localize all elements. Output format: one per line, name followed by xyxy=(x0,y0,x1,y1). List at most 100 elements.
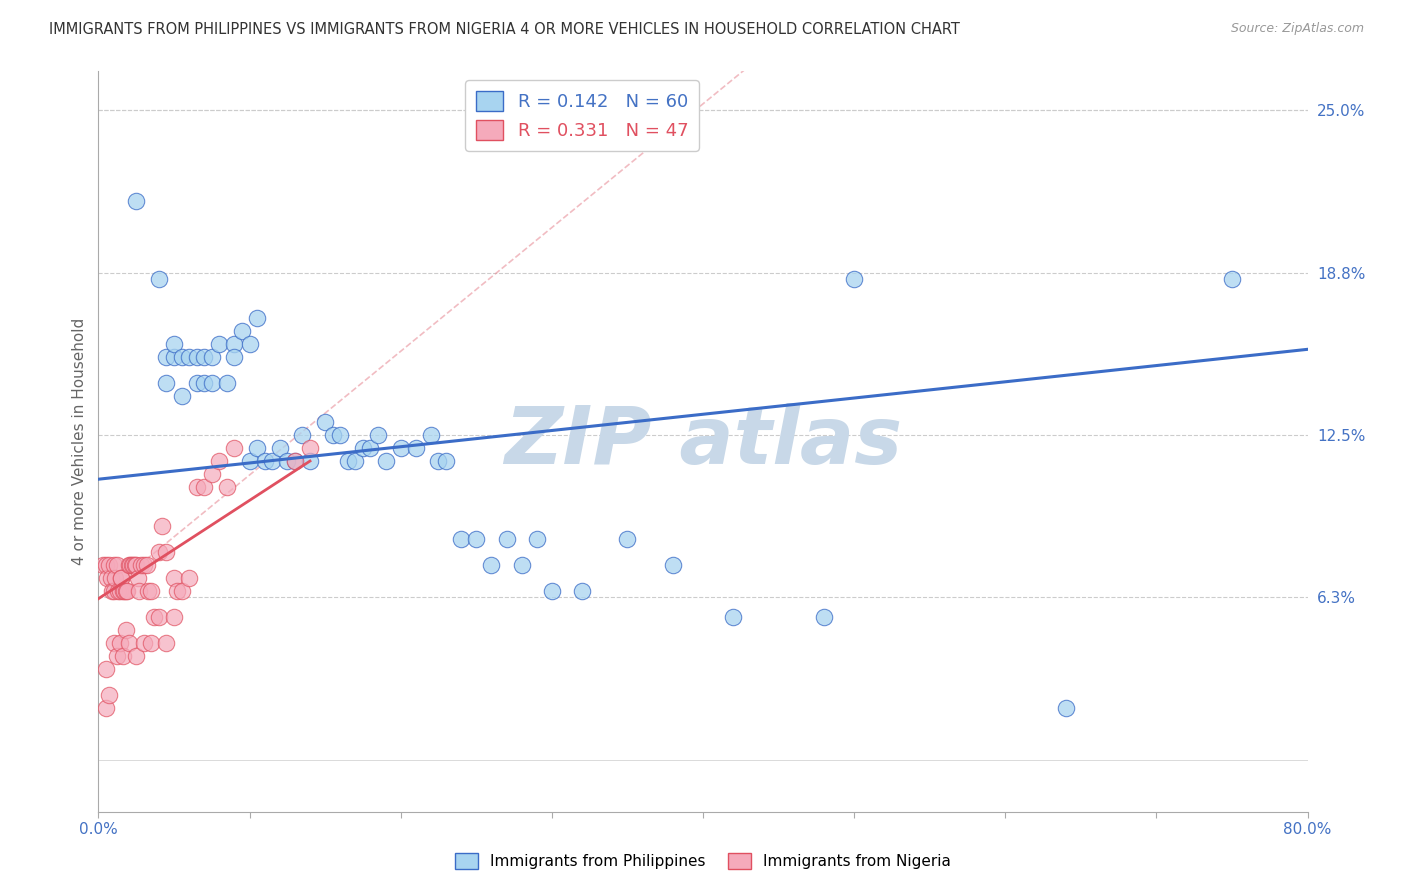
Point xyxy=(111,648,134,663)
Point xyxy=(127,571,149,585)
Point xyxy=(262,454,284,468)
Legend: Immigrants from Philippines, Immigrants from Nigeria: Immigrants from Philippines, Immigrants … xyxy=(449,847,957,875)
Point xyxy=(215,480,238,494)
Y-axis label: 4 or more Vehicles in Household: 4 or more Vehicles in Household xyxy=(72,318,87,566)
Point xyxy=(108,583,131,598)
Point xyxy=(224,337,246,351)
Point xyxy=(495,532,517,546)
Point xyxy=(118,558,141,572)
Point xyxy=(360,441,382,455)
Point xyxy=(110,571,132,585)
Point xyxy=(114,583,136,598)
Point xyxy=(1054,701,1077,715)
Point xyxy=(450,532,472,546)
Point xyxy=(148,545,170,559)
Point xyxy=(661,558,683,572)
Point xyxy=(163,350,186,364)
Legend: R = 0.142   N = 60, R = 0.331   N = 47: R = 0.142 N = 60, R = 0.331 N = 47 xyxy=(465,80,699,151)
Point xyxy=(329,428,352,442)
Point xyxy=(98,688,121,702)
Point xyxy=(155,636,177,650)
Point xyxy=(616,532,638,546)
Point xyxy=(103,583,125,598)
Point xyxy=(143,610,166,624)
Point xyxy=(336,454,359,468)
Point xyxy=(844,272,866,286)
Point xyxy=(481,558,503,572)
Point xyxy=(1220,272,1243,286)
Point xyxy=(186,350,208,364)
Point xyxy=(96,571,118,585)
Point xyxy=(239,454,262,468)
Point xyxy=(224,441,246,455)
Point xyxy=(148,272,170,286)
Point xyxy=(141,583,163,598)
Point xyxy=(374,454,396,468)
Point xyxy=(231,324,253,338)
Point xyxy=(224,350,246,364)
Point xyxy=(427,454,450,468)
Point xyxy=(367,428,389,442)
Point xyxy=(94,558,117,572)
Point xyxy=(136,583,159,598)
Point xyxy=(352,441,374,455)
Point xyxy=(101,583,124,598)
Point xyxy=(129,558,152,572)
Point xyxy=(299,454,322,468)
Point xyxy=(163,571,186,585)
Point xyxy=(193,480,215,494)
Point xyxy=(299,441,322,455)
Point xyxy=(276,454,298,468)
Point xyxy=(125,194,148,209)
Point xyxy=(813,610,835,624)
Point xyxy=(150,519,173,533)
Point xyxy=(124,558,146,572)
Point xyxy=(132,636,155,650)
Point xyxy=(128,583,150,598)
Point xyxy=(246,311,269,326)
Point xyxy=(163,337,186,351)
Point xyxy=(179,350,201,364)
Point xyxy=(155,350,177,364)
Point xyxy=(239,337,262,351)
Point xyxy=(193,376,215,390)
Point xyxy=(284,454,307,468)
Point xyxy=(141,636,163,650)
Point xyxy=(115,583,138,598)
Point xyxy=(208,454,231,468)
Point xyxy=(179,571,201,585)
Text: ZIP atlas: ZIP atlas xyxy=(503,402,903,481)
Point xyxy=(103,558,125,572)
Point xyxy=(132,558,155,572)
Point xyxy=(170,389,193,403)
Point xyxy=(103,636,125,650)
Point xyxy=(100,571,122,585)
Point xyxy=(571,583,593,598)
Point xyxy=(91,558,114,572)
Point xyxy=(135,558,157,572)
Point xyxy=(405,441,427,455)
Point xyxy=(186,480,208,494)
Point xyxy=(208,337,231,351)
Point xyxy=(465,532,488,546)
Point xyxy=(118,636,141,650)
Point xyxy=(125,558,148,572)
Point xyxy=(155,376,177,390)
Point xyxy=(107,583,129,598)
Point xyxy=(253,454,276,468)
Point xyxy=(122,558,145,572)
Point xyxy=(121,558,143,572)
Point xyxy=(510,558,533,572)
Point xyxy=(114,623,136,637)
Point xyxy=(420,428,443,442)
Text: Source: ZipAtlas.com: Source: ZipAtlas.com xyxy=(1230,22,1364,36)
Point xyxy=(201,376,224,390)
Point xyxy=(322,428,344,442)
Point xyxy=(201,350,224,364)
Point xyxy=(284,454,307,468)
Point xyxy=(112,583,135,598)
Point xyxy=(723,610,745,624)
Point xyxy=(94,701,117,715)
Point xyxy=(105,558,128,572)
Point xyxy=(166,583,188,598)
